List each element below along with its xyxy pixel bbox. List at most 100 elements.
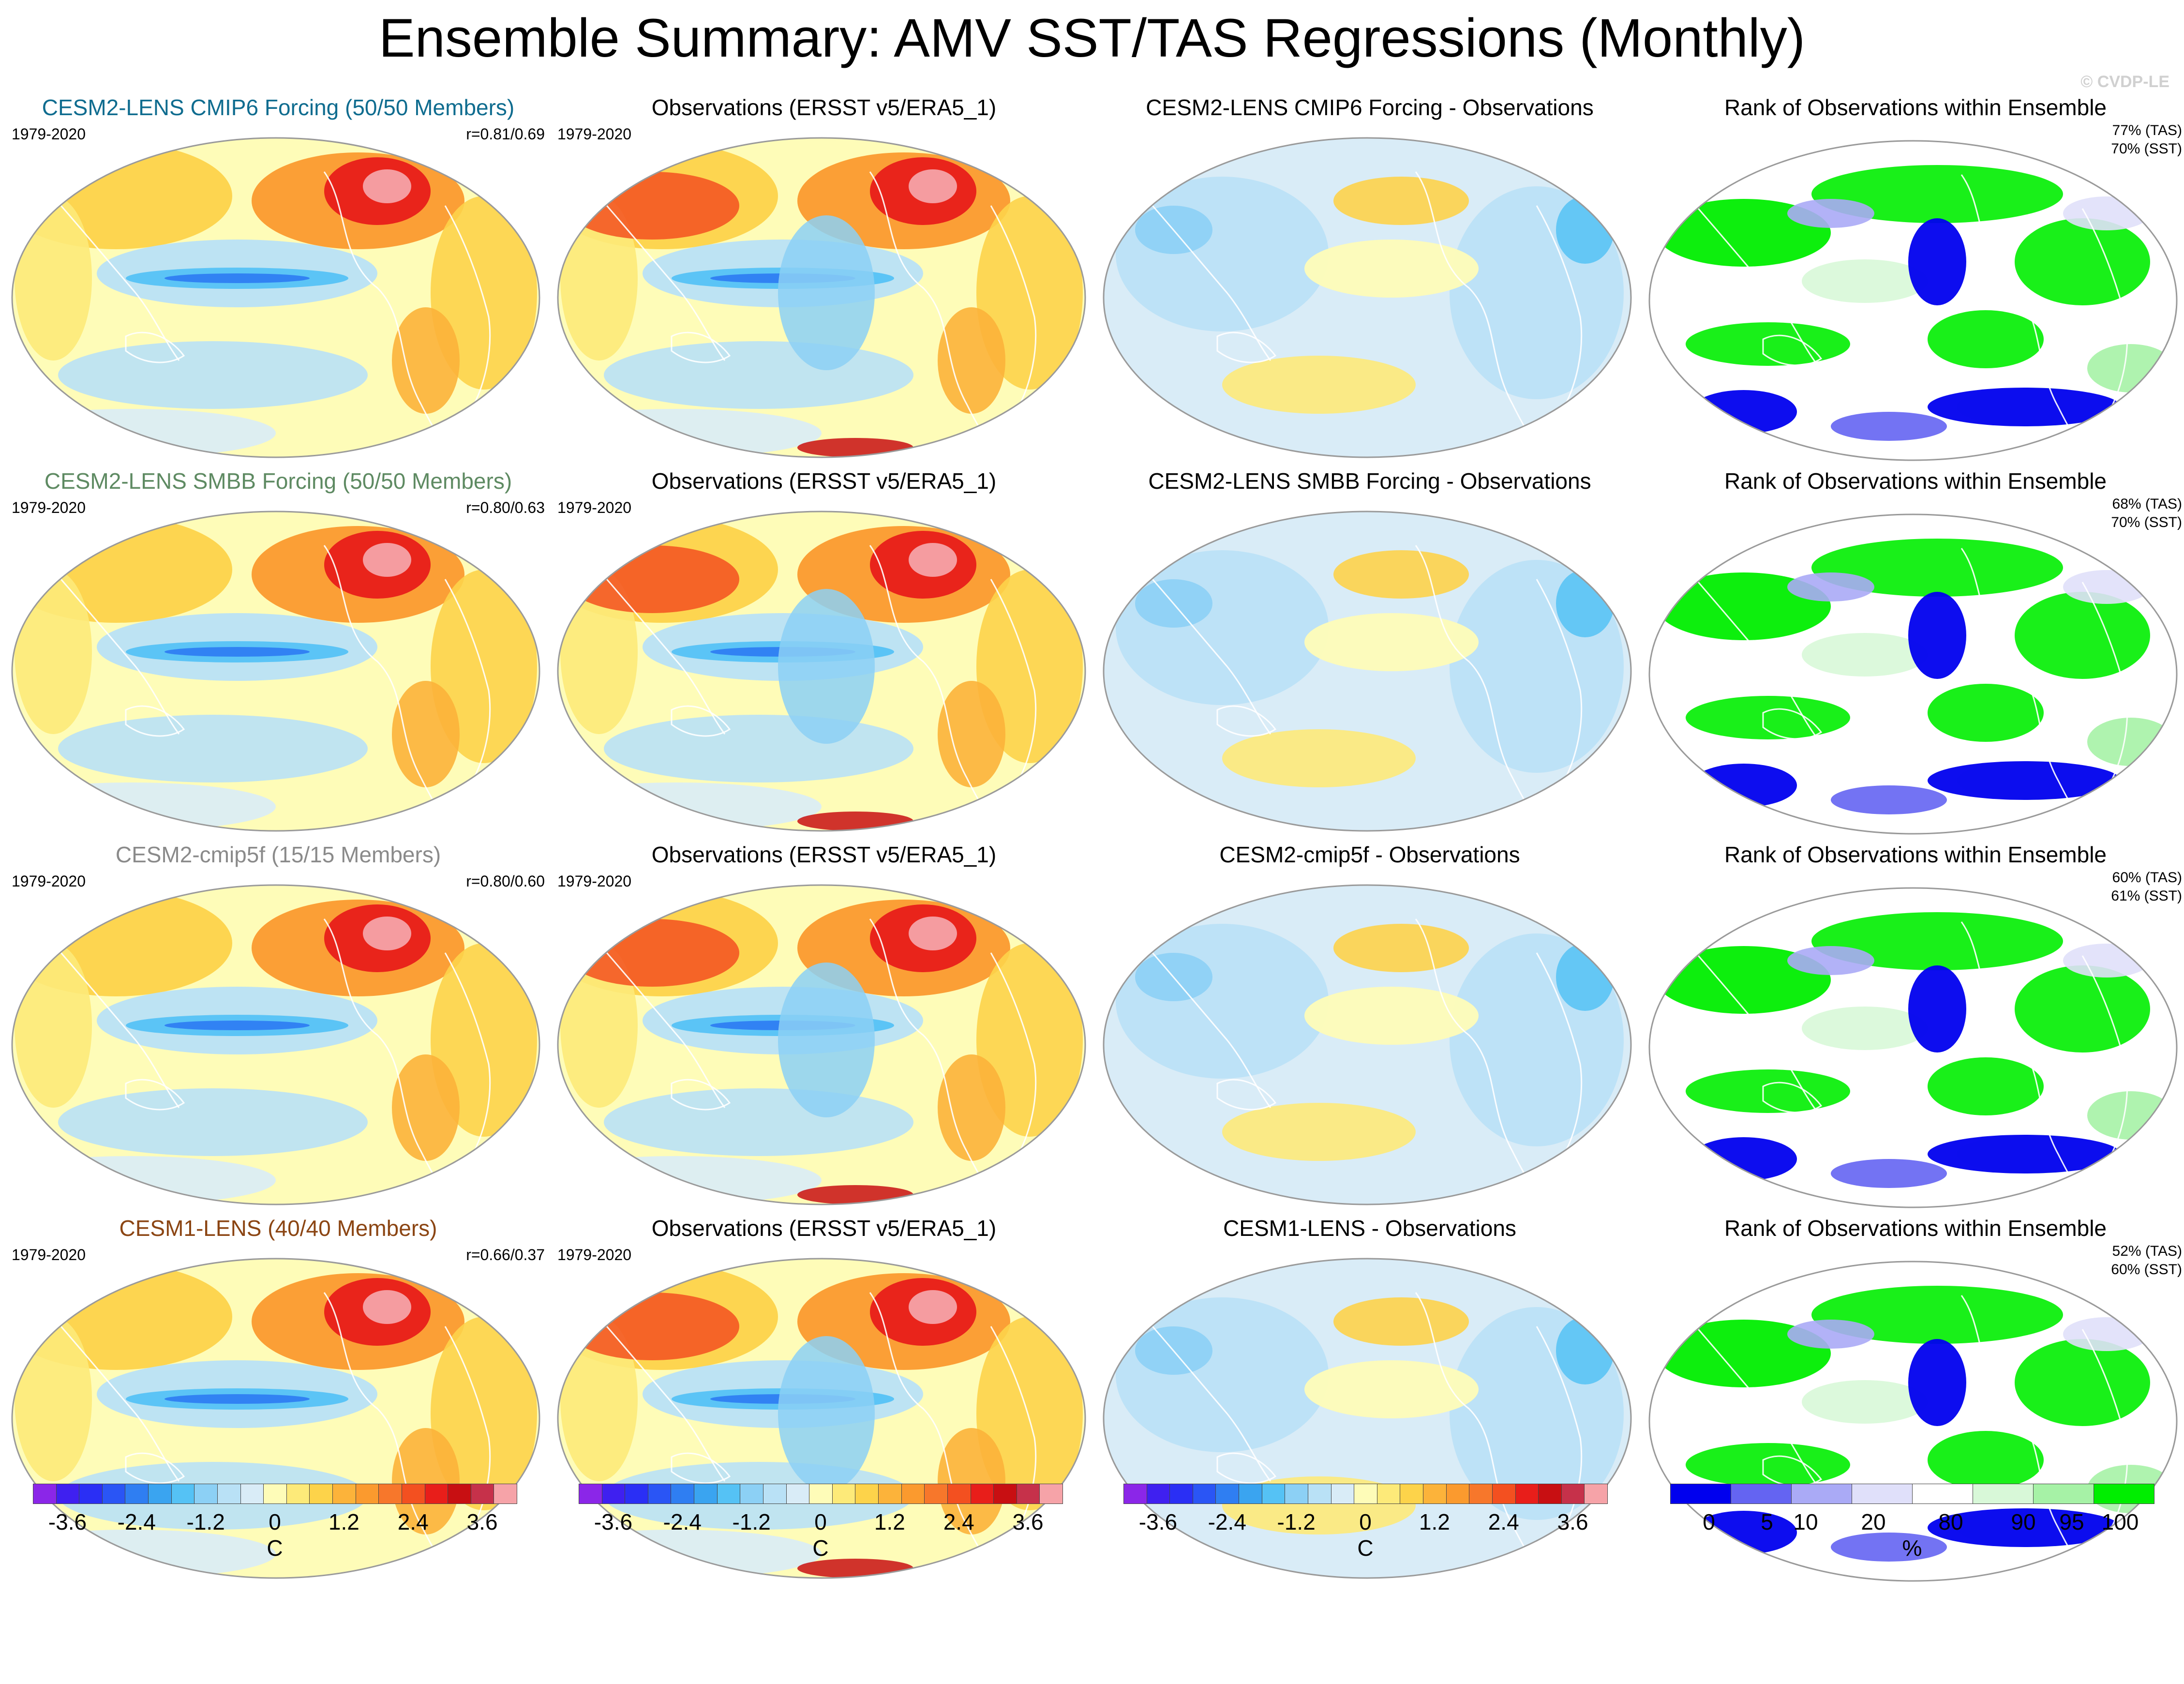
panel-diff-row-1: CESM2-LENS CMIP6 Forcing - Observations xyxy=(1096,94,1643,467)
colorbar-swatch xyxy=(1146,1484,1170,1504)
colorbar-swatch xyxy=(717,1484,741,1504)
rank-region-high xyxy=(1657,946,1831,1014)
colorbar-tick: -3.6 xyxy=(594,1509,633,1534)
map-frame xyxy=(1648,140,2178,461)
rank-region-low xyxy=(1928,1508,2121,1547)
field-warm-anomaly xyxy=(1222,729,1416,787)
colorbar-unit: % xyxy=(1902,1535,1922,1561)
rank-region-low xyxy=(1690,764,1797,807)
panel-title: CESM1-LENS - Observations xyxy=(1223,1216,1516,1241)
period-label: 1979-2020 xyxy=(557,1246,632,1263)
rank-region-low xyxy=(1928,761,2121,800)
field-cool-anomaly xyxy=(58,1088,368,1156)
colorbar-tick: 20 xyxy=(1861,1509,1886,1534)
rank-region-mid-low xyxy=(1787,572,1874,601)
colorbar-tick: 3.6 xyxy=(1557,1509,1588,1534)
panel-title: CESM2-LENS SMBB Forcing - Observations xyxy=(1148,468,1591,494)
rank-region-high xyxy=(1686,1443,1850,1487)
coastline-australia xyxy=(671,705,731,737)
field-warm-anomaly xyxy=(1333,1297,1469,1346)
field-warm-anomaly xyxy=(1333,550,1469,599)
colorbar-swatch xyxy=(1400,1484,1424,1504)
colorbar-swatch xyxy=(2033,1484,2094,1504)
colorbar-swatch xyxy=(148,1484,172,1504)
rank-region-high xyxy=(1657,1320,1831,1387)
colorbar-tick: 1.2 xyxy=(1419,1509,1450,1534)
rank-region-high xyxy=(2015,218,2150,305)
rank-region-high xyxy=(1928,1431,2044,1489)
colorbar-swatch xyxy=(355,1484,379,1504)
colorbar-tick: 2.4 xyxy=(943,1509,974,1534)
coastline-australia xyxy=(125,1079,185,1111)
field-warm-anomaly xyxy=(15,1317,92,1481)
map-frame xyxy=(1103,1258,1632,1579)
field-warm-anomaly xyxy=(15,943,92,1108)
coastline-africa xyxy=(1536,579,1583,778)
colorbar-swatch xyxy=(56,1484,80,1504)
rank-region-low xyxy=(1908,1339,1966,1426)
colorbar-swatch xyxy=(647,1484,672,1504)
rank-region-light xyxy=(1802,633,1928,677)
colorbar-swatch xyxy=(855,1484,879,1504)
coastline-australia xyxy=(1216,331,1277,363)
rank-region-high xyxy=(1928,1057,2044,1115)
field-warm-anomaly xyxy=(1222,356,1416,414)
rank-region-low-mid xyxy=(1831,1533,1947,1562)
map-frame xyxy=(11,511,540,832)
panel-title: CESM2-LENS CMIP6 Forcing (50/50 Members) xyxy=(42,95,515,120)
colorbar-swatch xyxy=(970,1484,994,1504)
panel-title: CESM2-cmip5f - Observations xyxy=(1219,842,1520,867)
coastline-africa xyxy=(2081,208,2128,407)
coastline-australia xyxy=(125,1452,185,1484)
period-label: 1979-2020 xyxy=(12,872,86,890)
colorbar-tick: -2.4 xyxy=(1208,1509,1246,1534)
field-strong-warm xyxy=(565,172,739,240)
colorbar-swatch xyxy=(1285,1484,1308,1504)
field-cool-anomaly xyxy=(1450,186,1624,399)
field-cool-anomaly xyxy=(778,215,875,370)
colorbar-swatch xyxy=(1561,1484,1585,1504)
colorbar-swatch xyxy=(378,1484,402,1504)
field-warm-anomaly xyxy=(392,1428,460,1534)
colorbar-tick: 0 xyxy=(1703,1509,1715,1534)
colorbar-swatch xyxy=(194,1484,218,1504)
colorbar-swatch xyxy=(901,1484,925,1504)
colorbar-swatch xyxy=(286,1484,310,1504)
colorbar-difference: -3.6 -2.4 -1.2 0 1.2 2.4 3.6 C xyxy=(1123,1484,1608,1561)
colorbar-swatch xyxy=(809,1484,833,1504)
pattern-correlation: r=0.81/0.69 xyxy=(466,125,545,143)
colorbar-swatch xyxy=(740,1484,763,1504)
field-warm-anomaly xyxy=(938,307,1005,414)
rank-region-low-mid xyxy=(1831,785,1947,814)
panel-obs-row-1: Observations (ERSST v5/ERA5_1) 1979-2020 xyxy=(551,94,1097,467)
rank-region-high xyxy=(1811,539,2063,597)
field-warm-anomaly xyxy=(1304,240,1479,298)
coastline-africa xyxy=(2081,582,2128,781)
panel-title: Observations (ERSST v5/ERA5_1) xyxy=(651,1216,997,1241)
figure-title: Ensemble Summary: AMV SST/TAS Regression… xyxy=(378,8,1806,68)
field-warm-anomaly xyxy=(560,1317,638,1481)
colorbar-swatch xyxy=(79,1484,103,1504)
colorbar-swatch xyxy=(1261,1484,1286,1504)
colorbar-tick: -1.2 xyxy=(732,1509,771,1534)
period-label: 1979-2020 xyxy=(557,125,632,143)
period-label: 1979-2020 xyxy=(12,125,86,143)
field-cool-anomaly xyxy=(604,715,913,782)
regression-map xyxy=(557,884,1086,1205)
panel-title: Observations (ERSST v5/ERA5_1) xyxy=(651,468,997,494)
regression-map xyxy=(11,137,540,458)
field-peak-warm xyxy=(363,169,411,203)
colorbar-tick: 2.4 xyxy=(397,1509,429,1534)
regression-map xyxy=(11,884,540,1205)
colorbar-swatch xyxy=(1169,1484,1193,1504)
field-warm-anomaly xyxy=(1304,987,1479,1045)
field-cool-anomaly xyxy=(778,589,875,744)
field-cool-anomaly xyxy=(1116,177,1329,331)
coastline-africa xyxy=(444,205,491,405)
colorbar-swatch xyxy=(1016,1484,1040,1504)
colorbar-swatch xyxy=(878,1484,902,1504)
rank-tas: 52% (TAS) xyxy=(2112,1243,2182,1259)
panel-obs-row-3: Observations (ERSST v5/ERA5_1) 1979-2020 xyxy=(551,842,1097,1214)
coastline-africa xyxy=(990,579,1037,778)
rank-region-light xyxy=(1802,259,1928,303)
